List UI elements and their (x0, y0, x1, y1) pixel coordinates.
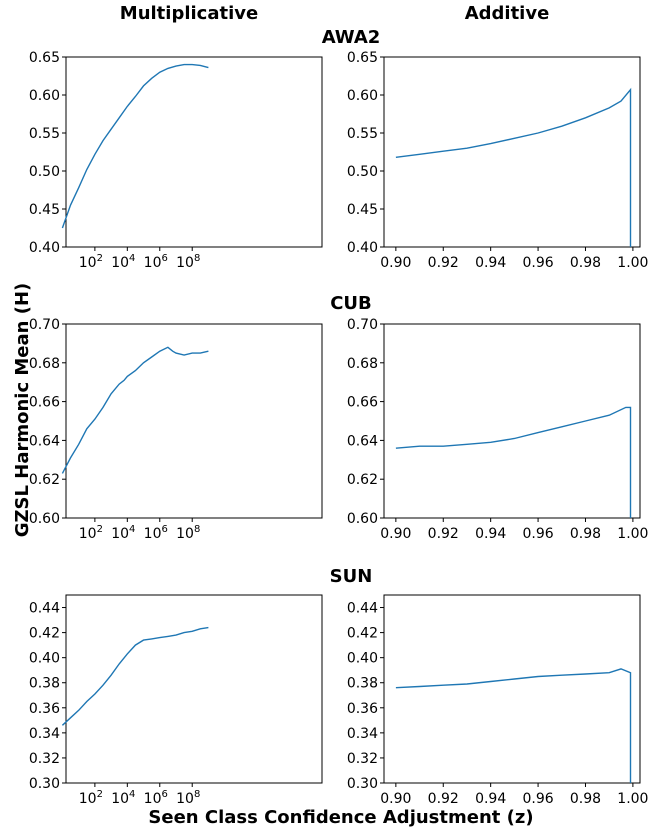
series-line-cub-additive (395, 406, 632, 518)
axes-frame (383, 594, 641, 784)
x-tick-label: 0.94 (475, 526, 506, 542)
x-tick-label: 0.98 (570, 791, 601, 807)
x-tick-label: 102 (79, 253, 103, 271)
y-axis-label: GZSL Harmonic Mean (H) (12, 283, 33, 538)
series-line-cub-multiplicative (61, 346, 209, 474)
y-tick-label: 0.62 (347, 472, 378, 488)
x-tick-label: 104 (111, 524, 135, 542)
x-tick-label: 0.98 (570, 526, 601, 542)
x-tick-label: 106 (144, 789, 168, 807)
x-tick-label: 0.94 (475, 791, 506, 807)
y-tick-label: 0.30 (29, 776, 60, 792)
y-tick-label: 0.34 (347, 726, 378, 742)
y-tick-label: 0.68 (29, 356, 60, 372)
x-tick-label: 108 (176, 524, 200, 542)
y-tick-label: 0.30 (347, 776, 378, 792)
x-tick-label: 106 (144, 253, 168, 271)
y-tick-label: 0.32 (29, 751, 60, 767)
x-tick-label: 108 (176, 253, 200, 271)
panel-sun-additive: 0.30 0.32 0.34 0.36 0.38 0.40 0.42 0.44 0.90 0.92… (347, 594, 648, 807)
y-tick-label: 0.65 (29, 50, 60, 66)
x-tick-label: 0.96 (522, 791, 553, 807)
y-tick-label: 0.40 (347, 240, 378, 256)
x-tick-label: 1.00 (617, 255, 648, 271)
x-tick-label: 0.92 (428, 255, 459, 271)
y-tick-label: 0.60 (347, 511, 378, 527)
axes-frame (65, 56, 323, 248)
y-tick-label: 0.40 (29, 240, 60, 256)
y-tick-label: 0.66 (347, 395, 378, 411)
x-tick-label: 0.96 (522, 255, 553, 271)
x-tick-label: 1.00 (617, 791, 648, 807)
y-tick-label: 0.55 (29, 126, 60, 142)
y-tick-label: 0.42 (29, 626, 60, 642)
x-tick-label: 0.94 (475, 255, 506, 271)
axes-frame (65, 323, 323, 519)
y-tick-label: 0.45 (29, 202, 60, 218)
series-line-awa2-additive (395, 87, 632, 247)
series-line-awa2-multiplicative (61, 63, 209, 229)
row-title-cub: CUB (330, 293, 372, 314)
panel-cub-additive: 0.60 0.62 0.64 0.66 0.68 0.70 0.90 0.92 0.94 0.96… (347, 317, 649, 542)
y-tick-label: 0.64 (347, 433, 378, 449)
y-tick-label: 0.62 (29, 472, 60, 488)
y-tick-label: 0.38 (347, 676, 378, 692)
y-tick-label: 0.42 (347, 626, 378, 642)
y-tick-label: 0.70 (347, 317, 378, 333)
column-title-additive: Additive (465, 3, 550, 24)
y-tick-label: 0.50 (29, 164, 60, 180)
y-tick-label: 0.44 (347, 601, 378, 617)
y-tick-label: 0.50 (347, 164, 378, 180)
y-tick-label: 0.40 (29, 651, 60, 667)
y-tick-label: 0.45 (347, 202, 378, 218)
series-line-sun-additive (395, 668, 632, 783)
y-tick-label: 0.38 (29, 676, 60, 692)
x-tick-label: 0.90 (380, 791, 411, 807)
column-title-multiplicative: Multiplicative (120, 3, 258, 24)
y-tick-label: 0.64 (29, 433, 60, 449)
y-tick-label: 0.60 (29, 88, 60, 104)
x-tick-label: 0.92 (428, 791, 459, 807)
x-tick-label: 1.00 (617, 526, 648, 542)
panel-sun-multiplicative: 0.30 0.32 0.34 0.36 0.38 0.40 0.42 0.44 102 104 10… (29, 594, 323, 807)
y-tick-label: 0.55 (347, 126, 378, 142)
x-tick-label: 102 (79, 789, 103, 807)
y-tick-label: 0.66 (29, 395, 60, 411)
y-tick-label: 0.32 (347, 751, 378, 767)
x-tick-label: 108 (176, 789, 200, 807)
x-tick-label: 102 (79, 524, 103, 542)
x-tick-label: 106 (144, 524, 168, 542)
panel-awa2-additive: 0.40 0.45 0.50 0.55 0.60 0.65 0.90 0.92 0.94 0.96… (347, 50, 649, 271)
y-tick-label: 0.60 (347, 88, 378, 104)
panel-awa2-multiplicative: 0.40 0.45 0.50 0.55 0.60 0.65 102 104 106 108 (29, 50, 323, 271)
x-tick-label: 0.92 (428, 526, 459, 542)
y-tick-label: 0.70 (29, 317, 60, 333)
x-tick-label: 0.90 (380, 526, 411, 542)
x-tick-label: 0.96 (522, 526, 553, 542)
axes-frame (65, 594, 323, 784)
y-tick-label: 0.36 (29, 701, 60, 717)
y-tick-label: 0.34 (29, 726, 60, 742)
row-title-sun: SUN (330, 566, 373, 587)
y-tick-label: 0.36 (347, 701, 378, 717)
y-tick-label: 0.40 (347, 651, 378, 667)
x-tick-label: 0.90 (380, 255, 411, 271)
y-tick-label: 0.68 (347, 356, 378, 372)
x-tick-label: 104 (111, 253, 135, 271)
x-tick-label: 0.98 (570, 255, 601, 271)
y-tick-label: 0.65 (347, 50, 378, 66)
axes-frame (383, 56, 641, 248)
y-tick-label: 0.60 (29, 511, 60, 527)
axes-frame (383, 323, 641, 519)
series-line-sun-multiplicative (61, 626, 209, 726)
y-tick-label: 0.44 (29, 601, 60, 617)
x-axis-label: Seen Class Confidence Adjustment (z) (148, 807, 533, 828)
row-title-awa2: AWA2 (322, 27, 381, 48)
x-tick-label: 104 (111, 789, 135, 807)
panel-cub-multiplicative: 0.60 0.62 0.64 0.66 0.68 0.70 102 104 106 108 (29, 317, 323, 542)
